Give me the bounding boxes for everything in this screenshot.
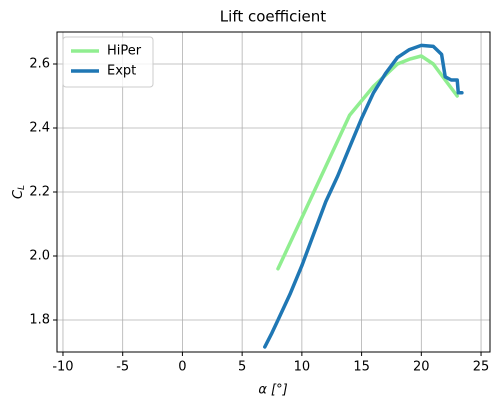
y-label-sub: L bbox=[17, 185, 27, 190]
legend-label: Expt bbox=[107, 64, 136, 79]
y-label-main: C bbox=[11, 189, 26, 199]
chart-title: Lift coefficient bbox=[220, 8, 326, 26]
x-tick-label: 10 bbox=[294, 360, 311, 375]
y-tick-label: 2.6 bbox=[29, 57, 50, 72]
x-tick-label: -10 bbox=[52, 360, 73, 375]
y-axis-label: CL bbox=[11, 185, 27, 199]
y-tick-label: 1.8 bbox=[29, 313, 50, 328]
x-tick-label: 0 bbox=[178, 360, 186, 375]
series-line bbox=[276, 54, 459, 271]
x-axis-label: α [°] bbox=[258, 383, 287, 398]
y-tick-label: 2.0 bbox=[29, 249, 50, 264]
x-tick-label: 25 bbox=[473, 360, 490, 375]
series-line bbox=[263, 43, 464, 349]
x-tick-label: 20 bbox=[413, 360, 430, 375]
legend-label: HiPer bbox=[107, 44, 142, 59]
x-tick-label: -5 bbox=[116, 360, 129, 375]
legend: HiPer Expt bbox=[62, 36, 154, 88]
x-tick-label: 15 bbox=[353, 360, 370, 375]
x-tick-label: 5 bbox=[238, 360, 246, 375]
plot-frame bbox=[56, 31, 491, 353]
y-tick-label: 2.4 bbox=[29, 121, 50, 136]
y-tick-label: 2.2 bbox=[29, 185, 50, 200]
